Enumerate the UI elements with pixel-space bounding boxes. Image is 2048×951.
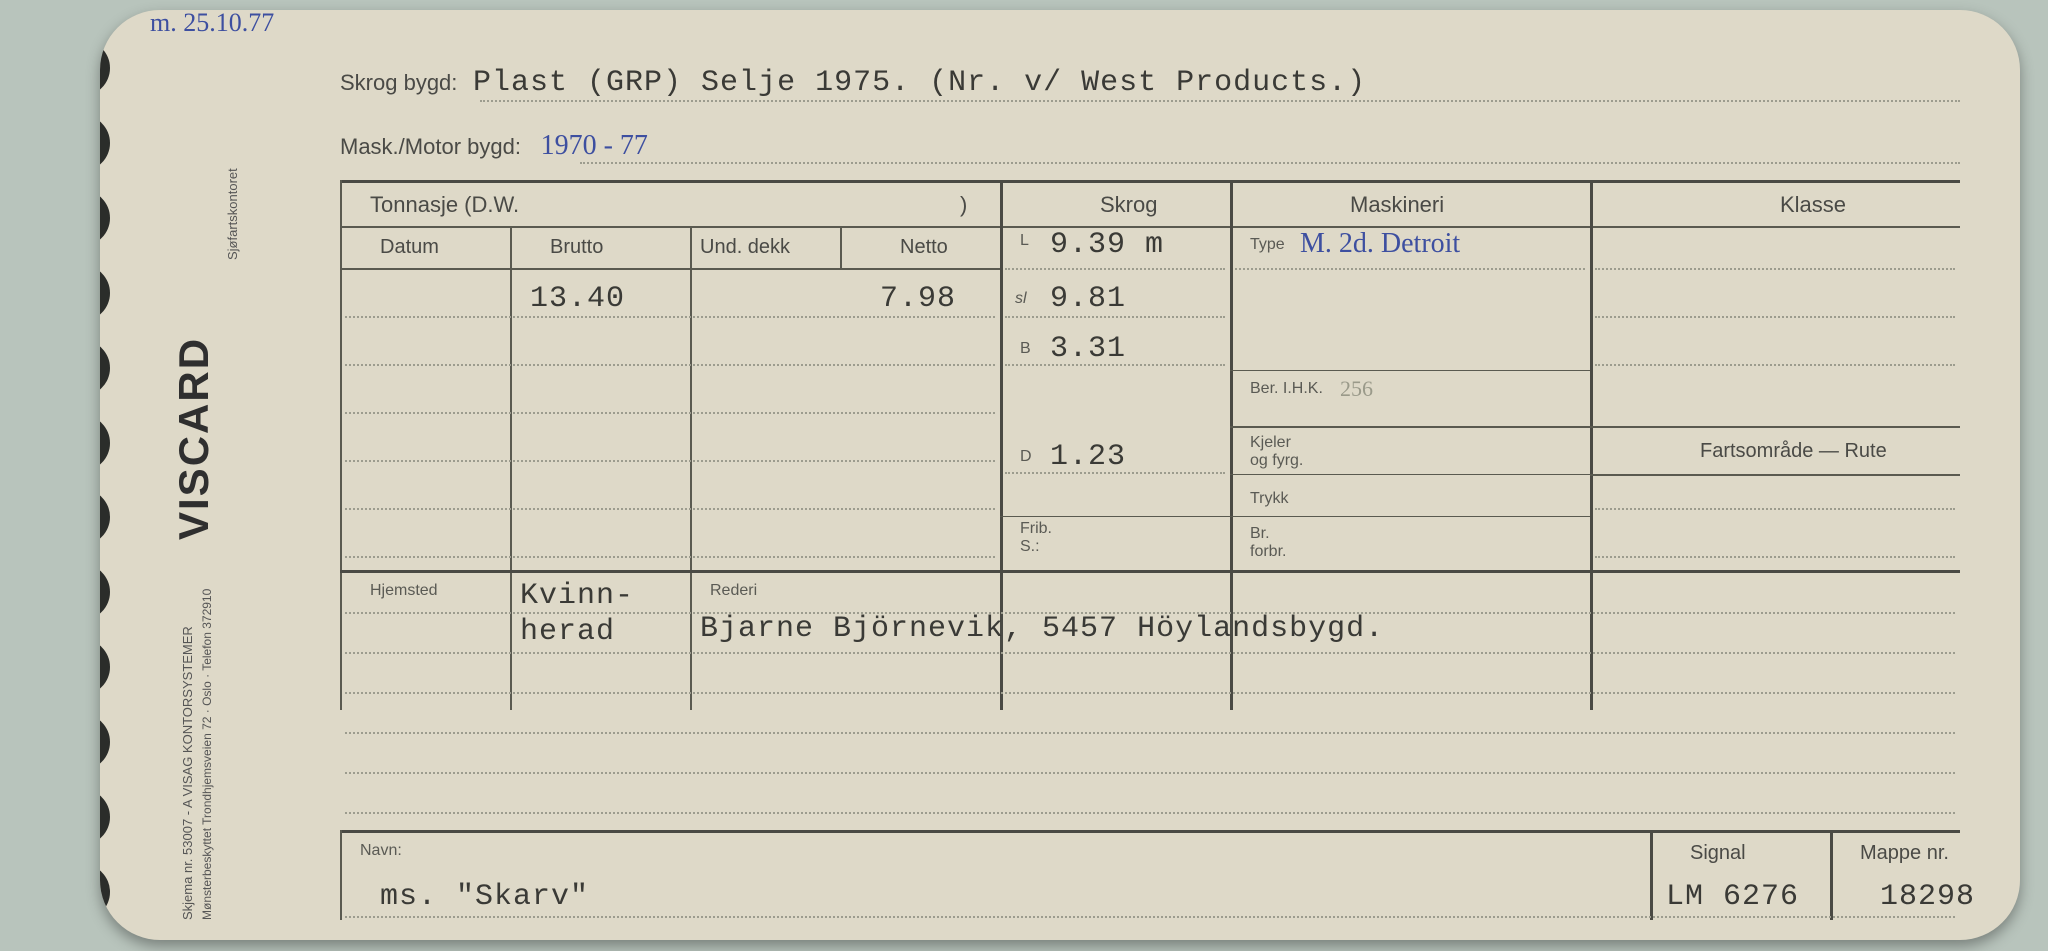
- value-netto: 7.98: [880, 282, 956, 316]
- label-netto: Netto: [900, 236, 948, 259]
- label-maskineri: Maskineri: [1350, 192, 1444, 218]
- skrog-D-label: D: [1020, 448, 1032, 466]
- value-signal: LM 6276: [1666, 880, 1799, 914]
- side-line-2: Skjema nr. 53007 - A VISAG KONTORSYSTEME…: [180, 626, 195, 920]
- label-skrog-bygd: Skrog bygd:: [340, 70, 457, 95]
- value-hjemsted: Kvinn- herad: [520, 578, 634, 650]
- label-fartsomrade: Fartsområde — Rute: [1700, 440, 1887, 463]
- label-mask-motor-bygd: Mask./Motor bygd:: [340, 134, 521, 159]
- label-tonnasje-close: ): [960, 192, 967, 218]
- value-mask-motor-bygd: 1970 - 77: [541, 130, 648, 161]
- label-frib: Frib. S.:: [1020, 520, 1052, 556]
- rule: [340, 226, 1000, 228]
- label-ber-ihk: Ber. I.H.K.: [1250, 380, 1323, 398]
- label-rederi: Rederi: [710, 582, 757, 600]
- index-card: VISCARD Sjøfartskontoret Skjema nr. 5300…: [100, 10, 2020, 940]
- punch-hole: [100, 115, 110, 171]
- skrog-B-label: B: [1020, 340, 1031, 358]
- side-imprint: Sjøfartskontoret Skjema nr. 53007 - A VI…: [185, 60, 235, 900]
- handwritten-date: m. 25.10.77: [150, 10, 274, 38]
- value-brutto: 13.40: [530, 282, 625, 316]
- label-tonnasje: Tonnasje (D.W.: [370, 192, 519, 218]
- rule: [340, 268, 1000, 270]
- label-mappe: Mappe nr.: [1860, 842, 1949, 865]
- punch-hole: [100, 340, 110, 396]
- label-type: Type: [1250, 236, 1285, 254]
- skrog-sl-label: sl: [1015, 290, 1027, 308]
- skrog-B: 3.31: [1050, 332, 1126, 366]
- value-mappe: 18298: [1880, 880, 1975, 914]
- label-klasse: Klasse: [1780, 192, 1846, 218]
- value-rederi: Bjarne Björnevik, 5457 Höylandsbygd.: [700, 612, 1384, 646]
- punch-hole: [100, 639, 110, 695]
- label-brutto: Brutto: [550, 236, 603, 259]
- punch-holes: [100, 40, 110, 920]
- label-datum: Datum: [380, 236, 439, 259]
- label-trykk: Trykk: [1250, 490, 1289, 508]
- skrog-L-label: L: [1020, 232, 1029, 250]
- punch-hole: [100, 265, 110, 321]
- skrog-L: 9.39 m: [1050, 228, 1164, 262]
- label-kjeler: Kjeler og fyrg.: [1250, 434, 1303, 470]
- punch-hole: [100, 789, 110, 845]
- skrog-sl: 9.81: [1050, 282, 1126, 316]
- rule: [340, 180, 1960, 183]
- skrog-D: 1.23: [1050, 440, 1126, 474]
- punch-hole: [100, 190, 110, 246]
- label-hjemsted: Hjemsted: [370, 582, 438, 600]
- label-signal: Signal: [1690, 842, 1746, 865]
- value-navn: ms. "Skarv": [380, 880, 589, 914]
- punch-hole: [100, 415, 110, 471]
- label-skrog: Skrog: [1100, 192, 1157, 218]
- punch-hole: [100, 714, 110, 770]
- rule: [340, 570, 1960, 573]
- punch-hole: [100, 564, 110, 620]
- label-navn: Navn:: [360, 842, 402, 860]
- value-skrog-bygd: Plast (GRP) Selje 1975. (Nr. v/ West Pro…: [473, 66, 1366, 100]
- punch-hole: [100, 40, 110, 96]
- value-ber-ihk: 256: [1340, 376, 1373, 402]
- label-und-dekk: Und. dekk: [700, 236, 790, 259]
- value-type: M. 2d. Detroit: [1300, 228, 1460, 260]
- punch-hole: [100, 489, 110, 545]
- punch-hole: [100, 864, 110, 920]
- rule: [340, 830, 1960, 833]
- side-line-1: Sjøfartskontoret: [225, 168, 240, 260]
- side-line-3: Mønsterbeskyttet Trondhjemsveien 72 · Os…: [200, 589, 214, 920]
- card-content: Skrog bygd: Plast (GRP) Selje 1975. (Nr.…: [280, 30, 1980, 920]
- label-br-forbr: Br. forbr.: [1250, 525, 1286, 561]
